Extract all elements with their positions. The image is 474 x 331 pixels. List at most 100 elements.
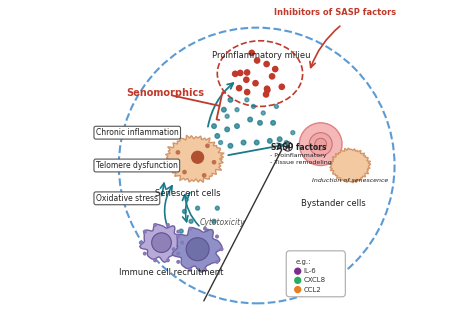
Circle shape — [183, 170, 186, 174]
Circle shape — [220, 248, 223, 251]
Text: Inhibitors of SASP factors: Inhibitors of SASP factors — [274, 8, 397, 17]
Polygon shape — [165, 135, 224, 182]
Circle shape — [271, 120, 275, 125]
Circle shape — [206, 229, 210, 233]
Text: CXCL8: CXCL8 — [303, 277, 326, 283]
Circle shape — [179, 229, 183, 233]
Circle shape — [206, 144, 209, 147]
Text: Telomere dysfunction: Telomere dysfunction — [96, 161, 178, 170]
Circle shape — [233, 71, 238, 76]
Circle shape — [228, 98, 233, 102]
Circle shape — [273, 67, 278, 72]
Circle shape — [189, 268, 191, 271]
Circle shape — [209, 147, 213, 151]
Circle shape — [212, 219, 216, 223]
Circle shape — [251, 105, 255, 108]
Circle shape — [139, 241, 142, 244]
Circle shape — [152, 233, 172, 253]
Circle shape — [245, 70, 250, 75]
Circle shape — [235, 124, 239, 128]
Circle shape — [237, 85, 242, 91]
Circle shape — [255, 58, 260, 63]
Circle shape — [202, 174, 206, 177]
Circle shape — [225, 127, 229, 132]
Circle shape — [216, 260, 219, 263]
Circle shape — [225, 114, 229, 118]
Polygon shape — [172, 227, 222, 272]
Circle shape — [212, 124, 216, 128]
Text: Senomorphics: Senomorphics — [126, 88, 204, 98]
Circle shape — [177, 235, 180, 238]
Text: Proinflammatory milieu: Proinflammatory milieu — [212, 51, 311, 60]
Circle shape — [264, 87, 270, 93]
Circle shape — [264, 62, 269, 67]
FancyBboxPatch shape — [286, 251, 346, 297]
Circle shape — [182, 210, 186, 213]
Text: Oxidative stress: Oxidative stress — [96, 194, 158, 203]
Circle shape — [255, 140, 259, 145]
Circle shape — [204, 227, 206, 230]
Circle shape — [264, 92, 269, 97]
Circle shape — [215, 206, 219, 210]
Circle shape — [221, 107, 226, 112]
Polygon shape — [140, 224, 182, 262]
Circle shape — [177, 252, 180, 255]
Circle shape — [154, 259, 156, 261]
Text: Bystander cells: Bystander cells — [301, 199, 366, 208]
Text: Cytotoxicity: Cytotoxicity — [200, 218, 245, 227]
Polygon shape — [330, 148, 371, 183]
Circle shape — [277, 137, 282, 142]
Circle shape — [144, 230, 146, 233]
Circle shape — [186, 238, 209, 261]
Circle shape — [279, 84, 284, 89]
Circle shape — [253, 80, 258, 86]
Text: - Tissue remodeling: - Tissue remodeling — [270, 161, 332, 166]
Circle shape — [189, 219, 193, 223]
Text: CCL2: CCL2 — [303, 287, 321, 293]
Circle shape — [295, 287, 301, 293]
Circle shape — [166, 259, 169, 261]
Circle shape — [269, 74, 275, 79]
Circle shape — [291, 131, 295, 135]
Circle shape — [173, 248, 175, 251]
Text: IL-6: IL-6 — [303, 268, 316, 274]
Circle shape — [237, 70, 243, 75]
Circle shape — [245, 89, 250, 95]
Text: Immune cell recruitment: Immune cell recruitment — [119, 268, 224, 277]
Circle shape — [295, 268, 301, 274]
Circle shape — [235, 108, 239, 112]
Circle shape — [196, 206, 200, 210]
Circle shape — [177, 230, 180, 233]
Circle shape — [284, 141, 288, 145]
Circle shape — [267, 139, 272, 143]
Circle shape — [315, 138, 327, 150]
Circle shape — [177, 260, 180, 263]
Circle shape — [241, 140, 246, 145]
Circle shape — [181, 241, 183, 244]
Circle shape — [176, 151, 180, 154]
Circle shape — [244, 77, 249, 82]
Circle shape — [144, 252, 146, 255]
Circle shape — [258, 120, 262, 125]
Circle shape — [300, 123, 342, 166]
Circle shape — [309, 133, 332, 156]
Circle shape — [154, 224, 156, 226]
Circle shape — [204, 268, 206, 271]
Circle shape — [212, 161, 216, 164]
Circle shape — [228, 144, 233, 148]
Circle shape — [274, 105, 278, 108]
Text: Chronic inflammation: Chronic inflammation — [96, 128, 179, 137]
Circle shape — [189, 227, 191, 230]
Circle shape — [166, 224, 169, 226]
Circle shape — [191, 151, 203, 163]
Circle shape — [216, 235, 219, 238]
Circle shape — [215, 134, 219, 138]
Circle shape — [245, 98, 249, 102]
Circle shape — [249, 50, 255, 56]
Circle shape — [295, 277, 301, 283]
Circle shape — [248, 117, 253, 122]
Text: Senescent cells: Senescent cells — [155, 189, 220, 198]
Text: e.g.:: e.g.: — [296, 259, 311, 265]
Circle shape — [261, 111, 265, 115]
Text: SASP factors: SASP factors — [272, 143, 327, 152]
